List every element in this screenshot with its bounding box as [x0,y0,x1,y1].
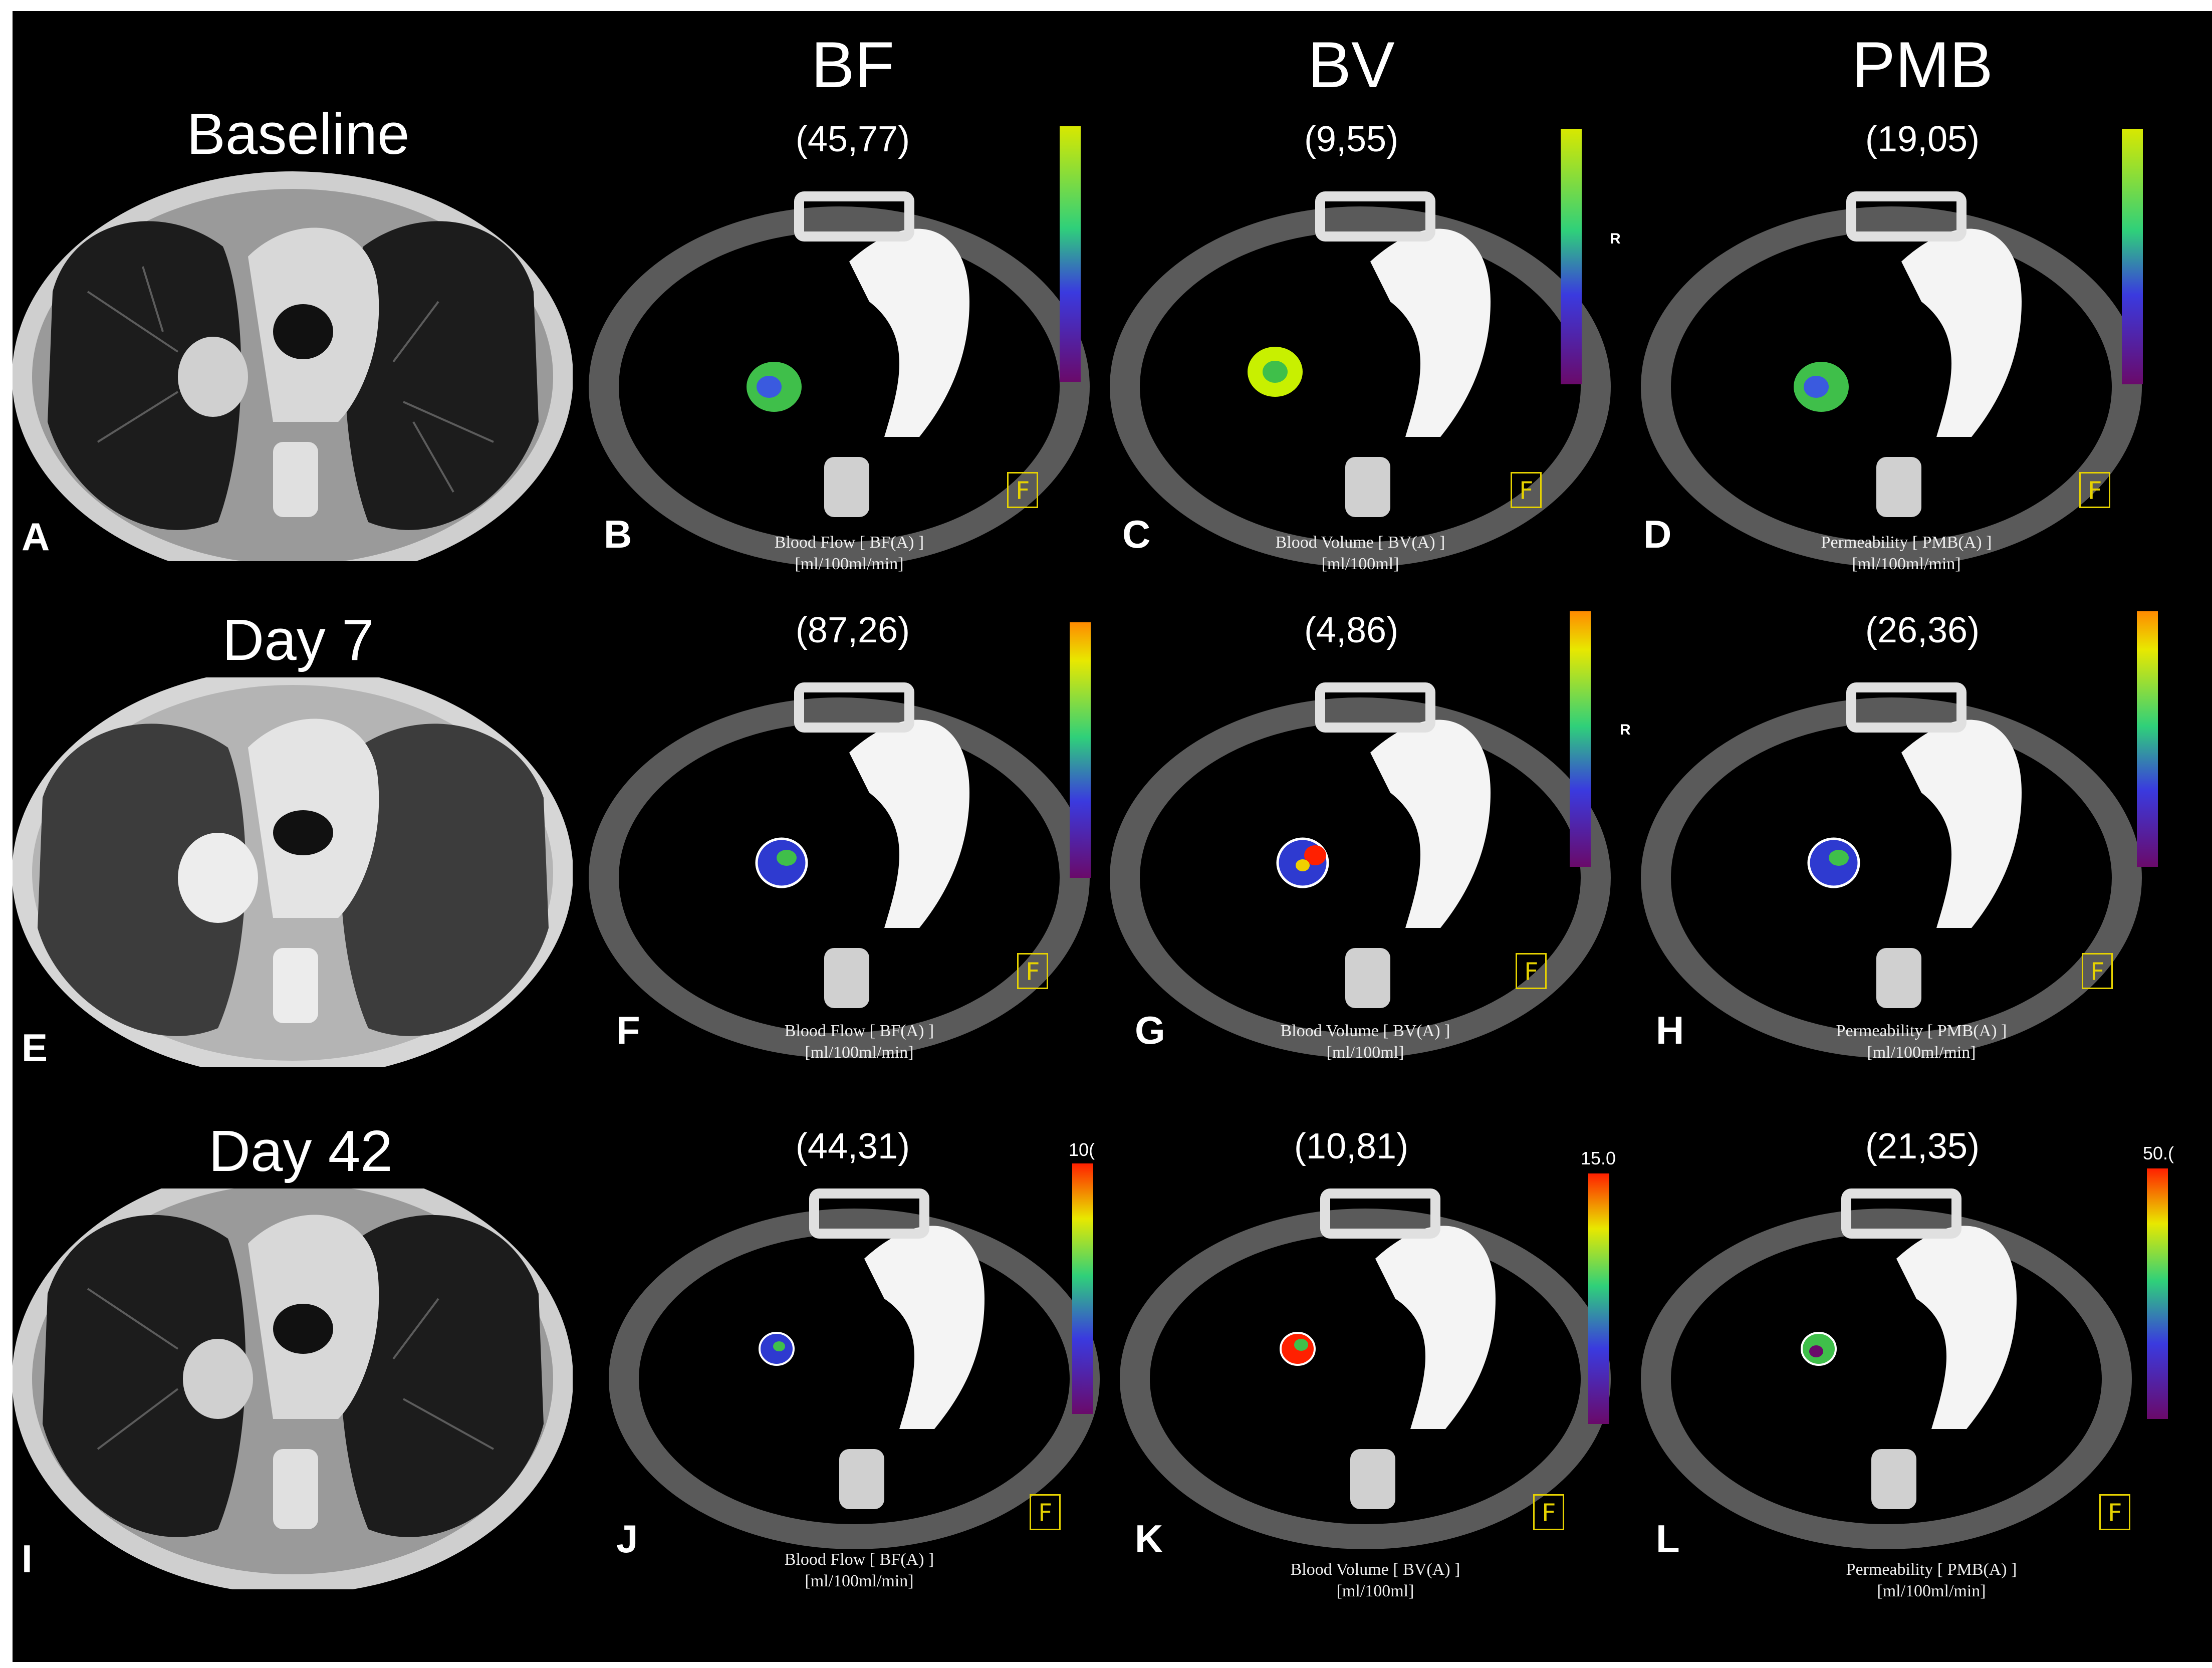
frame-mark-f: F [1017,953,1048,989]
caption-j-line2: [ml/100ml/min] [805,1571,914,1590]
map-value-b: (45,77) [795,119,910,159]
caption-l-line2: [ml/100ml/min] [1877,1581,1986,1600]
perfusion-map-f [589,667,1110,1058]
frame-mark-c: F [1511,472,1542,508]
ct-image-baseline [13,141,573,561]
panel-letter-f: F [616,1008,640,1052]
timepoint-label-baseline: Baseline [158,96,438,171]
caption-f-line2: [ml/100ml/min] [805,1043,914,1062]
column-title-bv: BV [1308,28,1395,101]
map-value-f: (87,26) [795,610,910,650]
panel-letter-h: H [1656,1008,1684,1052]
colorbar-f [1070,622,1091,878]
map-value-d: (19,05) [1865,119,1980,159]
caption-c-line1: Blood Volume [ BV(A) ] [1275,533,1445,552]
perfusion-map-d [1631,176,2152,567]
ct-image-day42 [13,1128,573,1589]
colorbar-max-j: 10( [1069,1139,1095,1160]
caption-l: Permeability [ PMB(A) ] [ml/100ml/min] [1781,1559,2082,1602]
caption-j-line1: Blood Flow [ BF(A) ] [784,1550,934,1569]
timepoint-label-day42: Day 42 [153,1113,448,1188]
colorbar-g [1570,611,1591,867]
frame-mark-d: F [2079,472,2110,508]
colorbar-b [1060,126,1081,382]
caption-h-line1: Permeability [ PMB(A) ] [1836,1022,2007,1040]
column-title-bf: BF [811,28,895,101]
map-value-j: (44,31) [795,1126,910,1166]
caption-g: Blood Volume [ BV(A) ] [ml/100ml] [1215,1021,1516,1063]
colorbar-d [2122,129,2143,384]
caption-g-line2: [ml/100ml] [1326,1043,1404,1062]
panel-letter-g: G [1135,1008,1165,1052]
caption-k-line1: Blood Volume [ BV(A) ] [1290,1560,1460,1579]
panel-letter-b: B [604,512,632,556]
caption-c-line2: [ml/100ml] [1321,554,1399,573]
caption-b: Blood Flow [ BF(A) ] [ml/100ml/min] [699,532,1000,575]
perfusion-map-k [1115,1178,1616,1559]
caption-b-line2: [ml/100ml/min] [795,554,904,573]
map-value-l: (21,35) [1865,1126,1980,1166]
timepoint-label-day7: Day 7 [158,602,438,677]
caption-k: Blood Volume [ BV(A) ] [ml/100ml] [1225,1559,1526,1602]
map-value-c: (9,55) [1304,119,1399,159]
panel-letter-a: A [22,515,50,559]
frame-mark-l: F [2099,1494,2130,1530]
caption-j: Blood Flow [ BF(A) ] [ml/100ml/min] [709,1549,1010,1592]
caption-g-line1: Blood Volume [ BV(A) ] [1280,1022,1450,1040]
figure-canvas: BF BV PMB Baseline A [13,11,2212,1662]
map-value-h: (26,36) [1865,610,1980,650]
frame-mark-h: F [2082,953,2113,989]
orientation-mark-c: R [1610,230,1621,247]
colorbar-k [1588,1173,1609,1424]
caption-h: Permeability [ PMB(A) ] [ml/100ml/min] [1771,1021,2072,1063]
caption-f: Blood Flow [ BF(A) ] [ml/100ml/min] [709,1021,1010,1063]
colorbar-l [2147,1168,2168,1419]
caption-l-line1: Permeability [ PMB(A) ] [1846,1560,2017,1579]
perfusion-map-j [604,1178,1105,1559]
column-title-pmb: PMB [1852,28,1993,101]
panel-letter-c: C [1122,512,1151,556]
perfusion-map-c [1110,176,1631,567]
panel-letter-k: K [1135,1517,1163,1561]
panel-letter-d: D [1643,512,1672,556]
map-value-g: (4,86) [1304,610,1399,650]
caption-b-line1: Blood Flow [ BF(A) ] [774,533,924,552]
caption-d: Permeability [ PMB(A) ] [ml/100ml/min] [1756,532,2057,575]
frame-mark-b: F [1007,472,1038,508]
caption-f-line1: Blood Flow [ BF(A) ] [784,1022,934,1040]
caption-h-line2: [ml/100ml/min] [1867,1043,1976,1062]
caption-d-line2: [ml/100ml/min] [1852,554,1961,573]
caption-k-line2: [ml/100ml] [1336,1581,1414,1600]
frame-mark-j: F [1030,1494,1061,1530]
colorbar-j [1072,1163,1093,1414]
colorbar-max-k: 15.0 [1581,1148,1616,1168]
colorbar-h [2137,611,2158,867]
caption-d-line1: Permeability [ PMB(A) ] [1821,533,1992,552]
panel-letter-j: J [616,1517,638,1561]
panel-letter-e: E [22,1026,48,1070]
perfusion-map-h [1631,667,2152,1058]
colorbar-max-l: 50.( [2143,1143,2174,1163]
map-value-k: (10,81) [1294,1126,1409,1166]
colorbar-c [1561,129,1582,384]
perfusion-map-b [589,176,1110,567]
panel-letter-i: I [22,1537,33,1581]
frame-mark-k: F [1533,1494,1564,1530]
perfusion-map-l [1636,1178,2137,1559]
panel-letter-l: L [1656,1517,1680,1561]
ct-image-day7 [13,647,573,1067]
orientation-mark-g: R [1620,722,1631,738]
perfusion-map-g [1110,667,1631,1058]
frame-mark-g: F [1516,953,1547,989]
caption-c: Blood Volume [ BV(A) ] [ml/100ml] [1210,532,1511,575]
